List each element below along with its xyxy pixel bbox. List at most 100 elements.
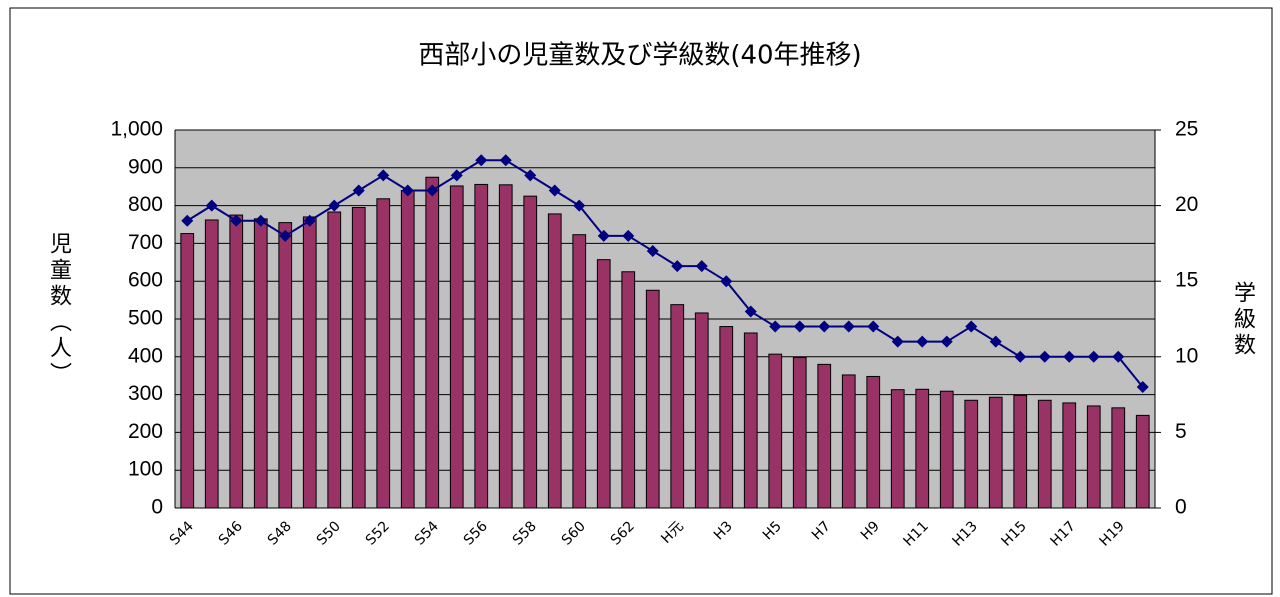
marker (597, 229, 610, 242)
y-tick-label: 500 (128, 307, 163, 330)
bar (743, 332, 758, 509)
bar (449, 185, 464, 509)
bar (792, 357, 807, 509)
marker (720, 275, 733, 288)
y-tick-label: 800 (128, 193, 163, 216)
bar (180, 233, 195, 509)
bar (596, 259, 611, 509)
bar (1135, 414, 1150, 509)
bar (988, 396, 1003, 509)
marker (401, 184, 414, 197)
bar (1062, 402, 1077, 509)
y-tick-label: 600 (128, 269, 163, 292)
bar (523, 195, 538, 509)
y-tick-label: 0 (151, 496, 163, 519)
bar (400, 189, 415, 509)
y2-tick-label: 10 (1175, 344, 1198, 367)
bar (253, 218, 268, 509)
bar (621, 271, 636, 509)
y2-tick-label: 15 (1175, 269, 1198, 292)
y2-tick-label: 20 (1175, 193, 1198, 216)
bar (474, 183, 489, 509)
marker (279, 229, 292, 242)
marker (573, 199, 586, 212)
y2-tick-label: 25 (1175, 118, 1198, 141)
marker (181, 214, 194, 227)
bar (915, 388, 930, 509)
marker (524, 169, 537, 182)
marker (818, 320, 831, 333)
bar (327, 211, 342, 509)
bar (817, 363, 832, 509)
marker (328, 199, 341, 212)
marker (548, 184, 561, 197)
bar (302, 216, 317, 509)
marker (916, 335, 929, 348)
bar (890, 389, 905, 509)
marker (230, 214, 243, 227)
bar (229, 214, 244, 509)
bar (547, 213, 562, 509)
marker (965, 320, 978, 333)
y2-tick-label: 5 (1175, 420, 1187, 443)
marker (1063, 350, 1076, 363)
marker (426, 184, 439, 197)
y-axis-title: 児童数（人） (46, 232, 72, 388)
bar (670, 304, 685, 509)
bar (351, 206, 366, 509)
y-tick-label: 700 (128, 231, 163, 254)
bar (841, 374, 856, 509)
bar (964, 399, 979, 509)
bar (1037, 399, 1052, 509)
marker (1136, 381, 1149, 394)
y-tick-label: 200 (128, 420, 163, 443)
marker (622, 229, 635, 242)
marker (1087, 350, 1100, 363)
marker (499, 154, 512, 167)
marker (254, 214, 267, 227)
bar (498, 184, 513, 509)
y-tick-label: 400 (128, 344, 163, 367)
bar (1086, 405, 1101, 509)
marker (842, 320, 855, 333)
bar (1013, 394, 1028, 509)
marker (744, 305, 757, 318)
line (186, 159, 1144, 388)
bar (645, 289, 660, 509)
marker (867, 320, 880, 333)
marker (793, 320, 806, 333)
marker (352, 184, 365, 197)
bar (1111, 407, 1126, 509)
marker (671, 260, 684, 273)
bar (376, 198, 391, 509)
marker (450, 169, 463, 182)
marker (377, 169, 390, 182)
marker (695, 260, 708, 273)
bar (694, 312, 709, 509)
y-tick-label: 100 (128, 458, 163, 481)
marker (303, 214, 316, 227)
marker (646, 244, 659, 257)
bar (425, 176, 440, 509)
bar (866, 375, 881, 509)
y-tick-label: 900 (128, 155, 163, 178)
bar (939, 390, 954, 509)
marker (205, 199, 218, 212)
marker (769, 320, 782, 333)
marker (989, 335, 1002, 348)
bar (204, 219, 219, 509)
bar (719, 326, 734, 509)
marker (940, 335, 953, 348)
y-tick-label: 1,000 (110, 118, 163, 141)
bar (572, 234, 587, 509)
bar (768, 353, 783, 509)
bar (278, 222, 293, 509)
marker (1014, 350, 1027, 363)
marker (1112, 350, 1125, 363)
y2-axis-title: 学級数 (1230, 281, 1256, 359)
marker (1038, 350, 1051, 363)
chart-title: 西部小の児童数及び学級数(40年推移) (418, 41, 861, 71)
marker (891, 335, 904, 348)
